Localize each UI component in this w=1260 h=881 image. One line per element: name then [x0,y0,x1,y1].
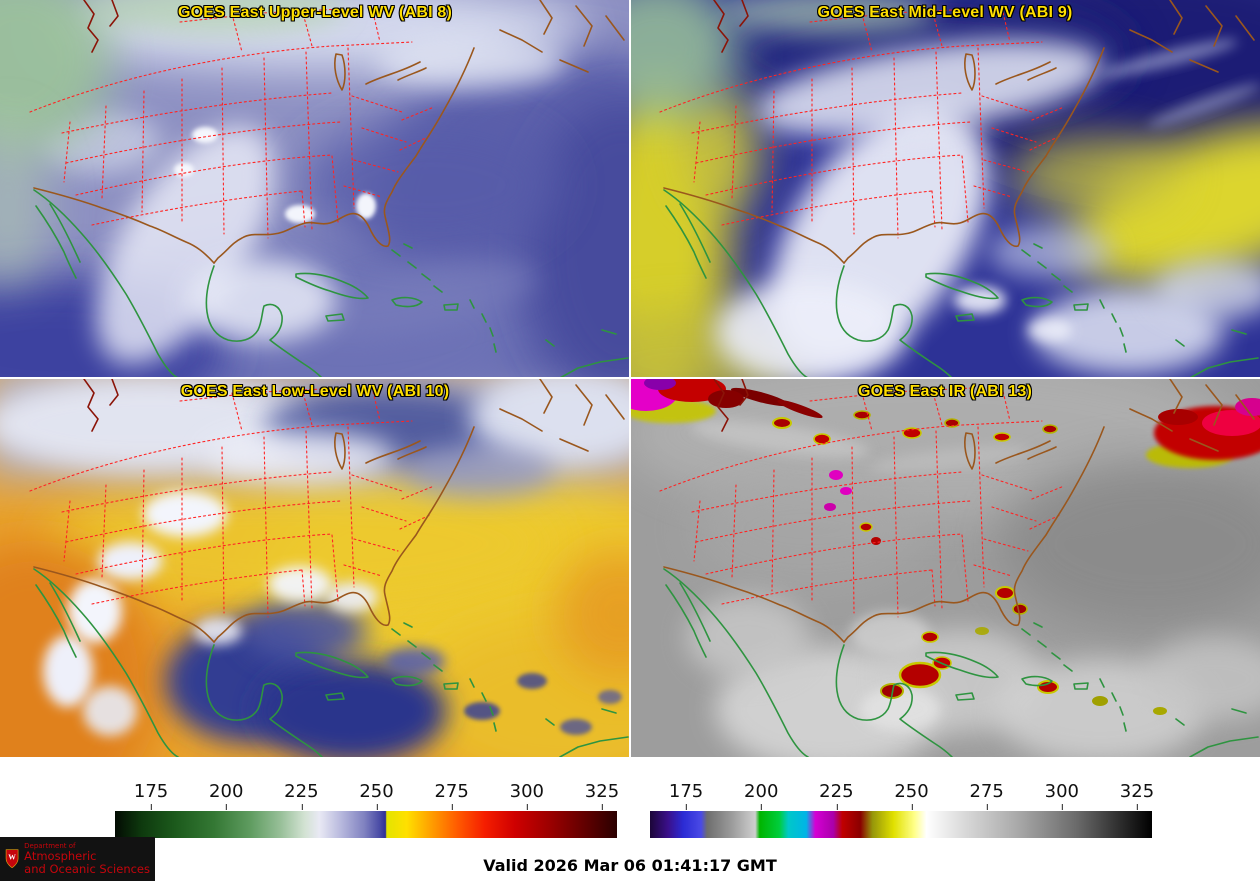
wv-colorbar-gradient [115,811,617,838]
colorbar-tick-label: 200 [209,781,244,810]
panel-ir-imagery [630,379,1260,757]
colorbar-tick-label: 175 [668,781,704,810]
colorbar-tick-label: 225 [284,781,319,810]
panel-column-divider [629,0,631,757]
panel-mid-wv-imagery [630,0,1260,378]
colorbar-tick-label: 300 [509,781,544,810]
ir-colorbar-gradient [650,811,1152,838]
colorbar-tick-label: 250 [359,781,394,810]
valid-time-label: Valid 2026 Mar 06 01:41:17 GMT [483,856,777,875]
colorbar-tick-label: 275 [434,781,469,810]
colorbar-tick-label: 325 [1119,781,1155,810]
aos-department-logo: W Department of Atmospheric and Oceanic … [0,837,155,881]
crest-letter: W [8,853,16,862]
colorbar-tick-label: 250 [894,781,929,810]
colorbar-tick-label: 200 [744,781,779,810]
logo-name-line1: Atmospheric [24,849,97,864]
colorbar-tick-label: 225 [819,781,854,810]
logo-text: Department of Atmospheric and Oceanic Sc… [24,841,150,876]
ir-colorbar: 175 200 225 250 275 300 325 [650,781,1155,841]
satellite-imagery [0,0,1260,757]
colorbar-tick-label: 300 [1044,781,1079,810]
panel-upper-wv-imagery [0,0,630,378]
colorbar-tick-label: 325 [584,781,620,810]
wv-colorbar: 175 200 225 250 275 300 325 [115,781,620,841]
panel-low-wv-imagery [0,379,630,757]
logo-dept-line: Department of [24,841,76,850]
wv-colorbar-ticks: 175 200 225 250 275 300 325 [115,781,620,810]
colorbar-tick-label: 275 [969,781,1004,810]
colorbar-tick-label: 175 [133,781,169,810]
ir-colorbar-ticks: 175 200 225 250 275 300 325 [650,781,1155,810]
uw-crest-icon: W [5,849,19,869]
logo-name-line2: and Oceanic Sciences [24,861,150,876]
